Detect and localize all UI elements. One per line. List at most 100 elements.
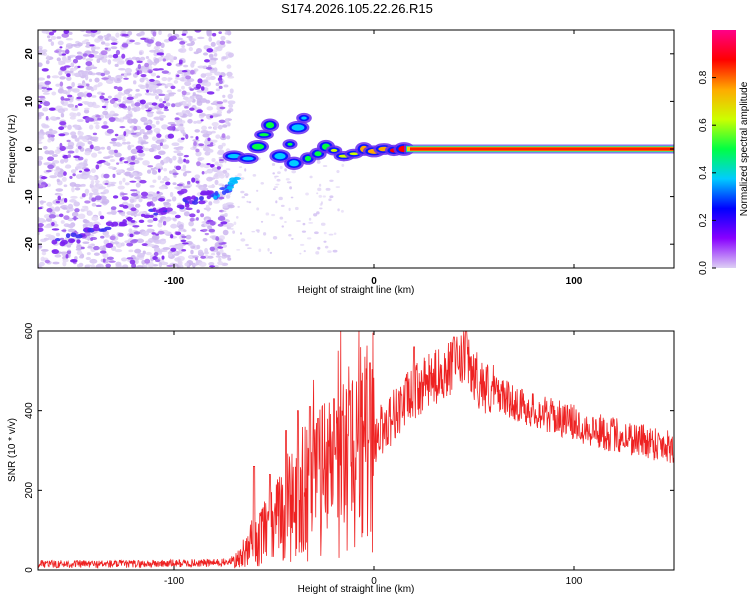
noise-blob [167,77,171,82]
noise-blob [168,92,176,95]
noise-blob [162,177,170,182]
noise-blob [130,172,137,175]
noise-blob-strong [99,215,105,220]
noise-blob [78,135,84,140]
noise-blob-sparse [286,181,292,184]
noise-blob [195,120,203,124]
noise-blob-strong [54,50,60,53]
noise-blob-strong [118,103,126,108]
noise-blob-strong [109,99,116,104]
noise-blob [127,110,133,114]
noise-blob [107,95,112,99]
signal-blob-core [301,116,307,120]
noise-blob-strong [185,207,193,211]
noise-blob [103,70,111,75]
noise-blob-strong [200,255,206,259]
noise-blob-strong [39,101,43,104]
noise-blob-sparse [240,177,245,180]
noise-blob [42,49,48,53]
noise-blob-strong [129,180,137,183]
noise-blob-strong [167,133,175,139]
noise-blob [56,36,62,39]
noise-blob [90,46,96,51]
noise-blob-strong [129,233,134,238]
noise-blob [174,102,182,108]
noise-blob-sparse [240,190,245,194]
noise-blob-strong [218,85,223,90]
noise-blob [54,149,61,155]
noise-blob-sparse [289,186,292,190]
noise-blob [129,198,135,204]
noise-blob-strong [131,263,137,268]
noise-blob [87,211,93,216]
noise-blob [71,211,79,218]
noise-blob [103,120,108,126]
noise-blob [63,184,68,188]
snr-frame [37,330,675,571]
noise-blob [206,30,212,36]
noise-blob [144,92,152,96]
signal-blob-core [289,160,299,167]
noise-blob-strong [146,224,153,227]
noise-blob [114,248,123,253]
noise-blob [126,141,131,145]
noise-blob [125,99,133,104]
colorbar-tick-label: 0.0 [698,261,709,275]
snr-y-ticks: 0 200 400 600 [24,322,674,573]
colorbar: 0.0 0.2 0.4 0.6 0.8 Normalized spectral ampl… [698,30,750,275]
noise-blob [147,219,154,223]
noise-blob [191,228,196,232]
noise-blob-strong [218,79,223,85]
noise-blob-sparse [284,168,287,172]
colorbar-gradient [712,30,736,268]
noise-blob-sparse [237,173,242,177]
noise-blob [74,124,79,130]
noise-blob-strong [61,229,67,232]
colorbar-ticks: 0.0 0.2 0.4 0.6 0.8 [698,70,716,275]
noise-blob-sparse [322,164,328,168]
noise-blob [183,72,188,77]
noise-blob [91,202,97,207]
noise-blob [93,122,100,125]
noise-blob [67,124,72,130]
noise-blob [117,91,123,96]
noise-blob [59,159,65,164]
noise-blob [115,261,122,267]
noise-blob [146,129,153,134]
noise-blob-strong [182,242,189,245]
trace-blob [105,221,114,227]
noise-blob-sparse [320,201,323,205]
noise-blob [187,112,193,117]
noise-blob [225,194,231,199]
noise-blob [91,186,95,192]
noise-blob-strong [85,61,93,67]
trace-blob [152,207,157,213]
noise-blob [161,144,170,150]
noise-blob [183,211,190,217]
noise-blob-strong [166,264,174,268]
signal-blob-core [227,153,241,159]
noise-blob-strong [123,130,127,137]
figure-title: S174.2026.105.22.26.R15 [281,1,433,16]
noise-blob-strong [67,150,75,154]
noise-blob-sparse [236,215,239,219]
noise-blob-strong [194,30,202,33]
noise-blob-sparse [315,251,320,255]
noise-blob [109,110,116,115]
noise-blob [208,53,214,58]
noise-blob [192,139,200,142]
noise-blob [144,104,149,109]
noise-blob [158,261,163,268]
noise-blob [62,89,68,95]
noise-blob [220,35,226,41]
noise-blob-sparse [225,168,231,171]
noise-blob [73,201,81,207]
noise-blob-strong [72,58,79,64]
noise-blob [178,48,184,53]
noise-blob [196,48,202,54]
noise-blob [213,53,218,57]
noise-blob [67,203,74,209]
noise-blob [70,169,77,174]
noise-blob-strong [103,173,110,179]
colorbar-tick-label: 0.8 [698,70,709,84]
